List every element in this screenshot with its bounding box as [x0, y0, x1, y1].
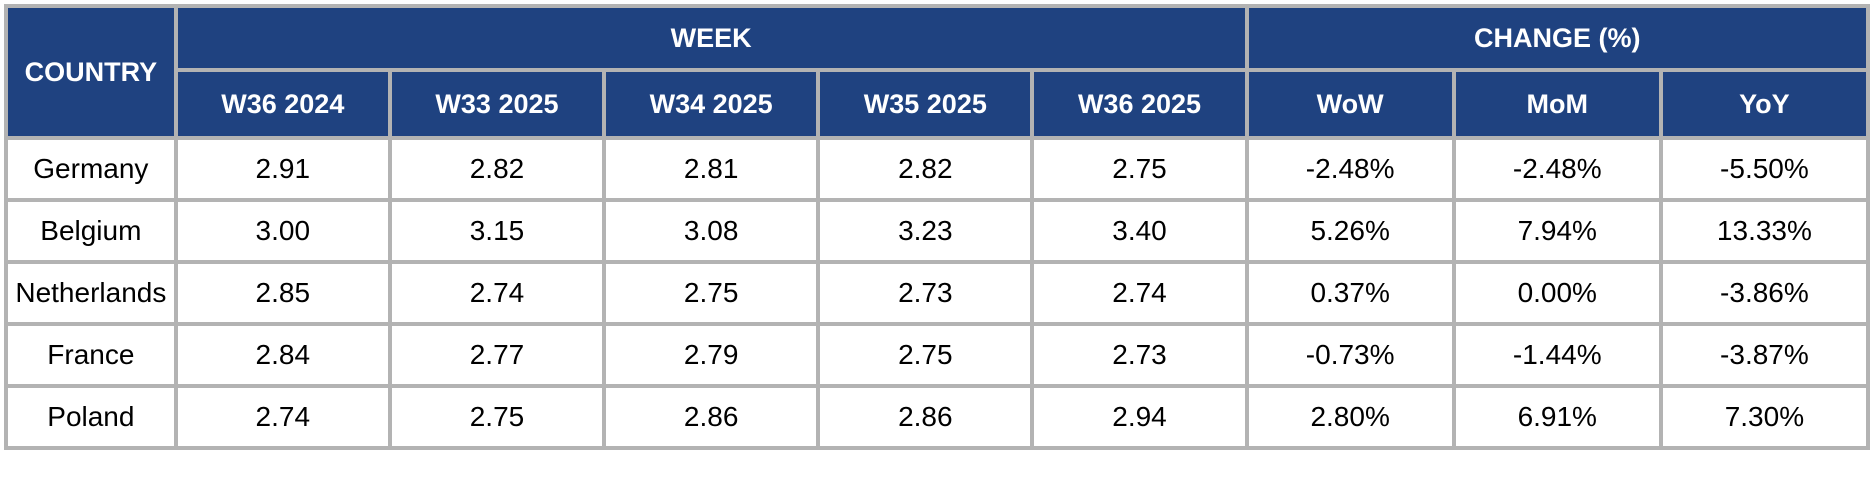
value-cell: 3.23	[816, 198, 1035, 264]
column-header-w33-2025: W33 2025	[387, 68, 607, 140]
change-cell: 5.26%	[1244, 198, 1456, 264]
group-header-change: CHANGE (%)	[1244, 4, 1871, 72]
change-cell: -0.73%	[1244, 322, 1456, 388]
column-header-mom: MoM	[1451, 68, 1663, 140]
change-cell: -1.44%	[1451, 322, 1663, 388]
value-cell: 2.86	[602, 384, 821, 450]
value-cell: 2.73	[816, 260, 1035, 326]
value-cell: 2.75	[1030, 136, 1249, 202]
country-cell: France	[4, 322, 178, 388]
value-cell: 2.85	[173, 260, 392, 326]
change-cell: 13.33%	[1658, 198, 1871, 264]
value-cell: 2.91	[173, 136, 392, 202]
change-cell: -3.86%	[1658, 260, 1871, 326]
value-cell: 2.81	[602, 136, 821, 202]
change-cell: 7.30%	[1658, 384, 1871, 450]
column-header-w36-2024: W36 2024	[173, 68, 392, 140]
value-cell: 2.73	[1030, 322, 1249, 388]
value-cell: 2.82	[816, 136, 1035, 202]
value-cell: 2.77	[387, 322, 607, 388]
value-cell: 3.15	[387, 198, 607, 264]
column-header-wow: WoW	[1244, 68, 1456, 140]
value-cell: 2.75	[816, 322, 1035, 388]
value-cell: 2.86	[816, 384, 1035, 450]
country-cell: Poland	[4, 384, 178, 450]
table-row-france: France 2.84 2.77 2.79 2.75 2.73 -0.73% -…	[4, 322, 1871, 388]
column-header-country: COUNTRY	[4, 4, 178, 140]
header-columns-row: W36 2024 W33 2025 W34 2025 W35 2025 W36 …	[6, 68, 1871, 140]
header-group-row: COUNTRY WEEK CHANGE (%)	[4, 4, 1871, 140]
value-cell: 2.74	[387, 260, 607, 326]
change-cell: 6.91%	[1451, 384, 1663, 450]
table-row-germany: Germany 2.91 2.82 2.81 2.82 2.75 -2.48% …	[4, 136, 1871, 202]
group-header-week: WEEK	[173, 4, 1249, 72]
value-cell: 2.75	[387, 384, 607, 450]
country-cell: Netherlands	[4, 260, 178, 326]
value-cell: 2.82	[387, 136, 607, 202]
country-cell: Germany	[4, 136, 178, 202]
value-cell: 2.74	[173, 384, 392, 450]
column-header-w34-2025: W34 2025	[602, 68, 821, 140]
column-header-yoy: YoY	[1658, 68, 1871, 140]
table-row-netherlands: Netherlands 2.85 2.74 2.75 2.73 2.74 0.3…	[4, 260, 1871, 326]
value-cell: 2.79	[602, 322, 821, 388]
change-cell: -2.48%	[1451, 136, 1663, 202]
change-cell: 7.94%	[1451, 198, 1663, 264]
change-cell: -3.87%	[1658, 322, 1871, 388]
value-cell: 2.75	[602, 260, 821, 326]
value-cell: 3.40	[1030, 198, 1249, 264]
country-cell: Belgium	[4, 198, 178, 264]
change-cell: 2.80%	[1244, 384, 1456, 450]
table-row-belgium: Belgium 3.00 3.15 3.08 3.23 3.40 5.26% 7…	[4, 198, 1871, 264]
weekly-price-table: COUNTRY WEEK CHANGE (%) W36 2024 W33 202…	[4, 4, 1871, 450]
value-cell: 2.94	[1030, 384, 1249, 450]
column-header-w35-2025: W35 2025	[816, 68, 1035, 140]
value-cell: 2.84	[173, 322, 392, 388]
change-cell: -5.50%	[1658, 136, 1871, 202]
change-cell: -2.48%	[1244, 136, 1456, 202]
column-header-w36-2025: W36 2025	[1030, 68, 1249, 140]
table-row-poland: Poland 2.74 2.75 2.86 2.86 2.94 2.80% 6.…	[4, 384, 1871, 450]
value-cell: 3.00	[173, 198, 392, 264]
change-cell: 0.00%	[1451, 260, 1663, 326]
value-cell: 2.74	[1030, 260, 1249, 326]
change-cell: 0.37%	[1244, 260, 1456, 326]
value-cell: 3.08	[602, 198, 821, 264]
